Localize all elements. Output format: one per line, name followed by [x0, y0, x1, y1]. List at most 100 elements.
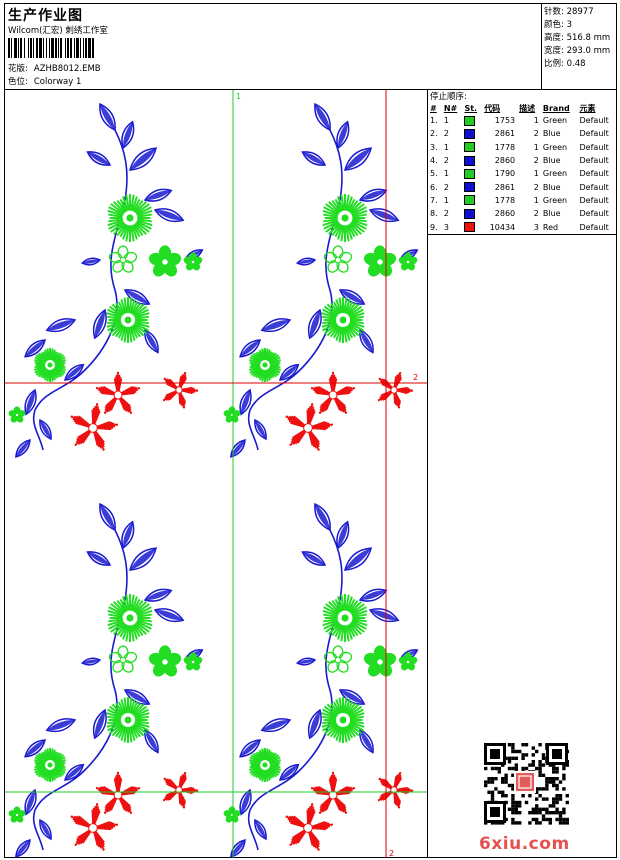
row-stitches: 2861	[494, 182, 516, 192]
row-swatch	[462, 141, 482, 154]
stats-panel: 针数: 28977 颜色: 3 高度: 516.8 mm 宽度: 293.0 m…	[542, 4, 617, 90]
row-needle: 1	[443, 195, 449, 205]
row-stitches: 1778	[494, 142, 516, 152]
row-brand: Default	[579, 156, 609, 166]
row-code: 1	[533, 142, 539, 152]
row-stitches: 1753	[494, 116, 516, 126]
stat-colors: 颜色: 3	[544, 19, 617, 32]
qr-code-image	[482, 741, 570, 825]
row-desc: Blue	[542, 209, 561, 219]
row-code: 2	[533, 129, 539, 139]
colorway-label: 色位:	[8, 77, 28, 87]
row-number: 6.	[430, 182, 438, 192]
row-desc: Green	[542, 142, 568, 152]
row-stitches: 1778	[494, 195, 516, 205]
col-brand: Brand	[542, 103, 570, 113]
row-desc: Blue	[542, 156, 561, 166]
row-needle: 2	[443, 209, 449, 219]
row-stitches: 1790	[494, 169, 516, 179]
row-code: 1	[533, 169, 539, 179]
row-swatch	[462, 167, 482, 180]
table-row: 1. 1 1753 1 Green Default	[428, 114, 617, 127]
row-number: 5.	[430, 169, 438, 179]
row-desc: Green	[542, 169, 568, 179]
row-number: 2.	[430, 129, 438, 139]
stat-label: 宽度:	[544, 46, 564, 56]
table-header: # N# St. 代码 描述 Brand 元素	[428, 102, 617, 114]
row-brand: Default	[577, 220, 617, 235]
row-number: 4.	[430, 156, 438, 166]
row-brand: Default	[579, 182, 609, 192]
row-swatch	[462, 114, 482, 127]
color-swatch	[464, 168, 476, 179]
embroidery-preview: 1 2 2	[5, 90, 427, 858]
col-code: 代码	[484, 103, 501, 113]
row-stitches: 2860	[494, 209, 516, 219]
row-brand: Default	[579, 129, 609, 139]
row-desc: Blue	[542, 129, 561, 139]
color-swatch	[464, 155, 476, 166]
design-canvas: 1 2 2	[5, 90, 428, 858]
stat-value: 0.48	[566, 59, 586, 69]
stop-sequence-title: 停止顺序:	[430, 92, 467, 102]
stat-value: 3	[566, 20, 572, 30]
row-number: 7.	[430, 195, 438, 205]
watermark-text: 6xiu.com	[479, 834, 570, 854]
col-num: #	[430, 103, 437, 113]
row-desc: Green	[542, 116, 568, 126]
row-code: 2	[533, 156, 539, 166]
stop-sequence-panel: 停止顺序: # N# St. 代码 描述 Brand 元素 1. 1 1753 1 Gr…	[428, 90, 617, 858]
row-stitches: 2861	[494, 129, 516, 139]
color-swatch	[464, 115, 476, 126]
design-line: 花版: AZHB8012.EMB	[8, 62, 101, 74]
row-desc: Blue	[542, 182, 561, 192]
row-swatch	[462, 220, 483, 235]
col-element: 元素	[579, 103, 596, 113]
stat-value: 28977	[566, 7, 594, 17]
row-brand: Default	[579, 195, 609, 205]
header-panel: 生产作业图 Wilcom(汇宏) 刺绣工作室 花版: AZHB8012.EMB 色…	[5, 4, 542, 90]
guide-label-two-horizontal: 2	[413, 373, 418, 382]
color-table: # N# St. 代码 描述 Brand 元素 1. 1 1753 1 Green Def…	[428, 102, 617, 235]
stat-height: 高度: 516.8 mm	[544, 32, 617, 45]
col-stitches: St.	[464, 103, 478, 113]
table-row: 9. 3 10434 3 Red Default	[428, 220, 617, 235]
guide-label-one: 1	[236, 92, 241, 101]
row-stitches: 10434	[482, 220, 518, 235]
table-row: 5. 1 1790 1 Green Default	[428, 167, 617, 180]
row-swatch	[462, 154, 482, 167]
row-needle: 2	[443, 129, 449, 139]
company-name: Wilcom(汇宏) 刺绣工作室	[8, 26, 108, 36]
colorway-line: 色位: Colorway 1	[8, 75, 81, 87]
row-code: 3	[517, 220, 541, 235]
row-swatch	[462, 207, 482, 220]
stat-label: 颜色:	[544, 20, 564, 30]
color-swatch	[464, 128, 476, 139]
color-swatch	[464, 222, 476, 233]
row-number: 3.	[430, 142, 438, 152]
row-needle: 1	[443, 169, 449, 179]
design-label: 花版:	[8, 64, 28, 74]
row-code: 1	[533, 195, 539, 205]
row-code: 2	[533, 182, 539, 192]
row-code: 1	[533, 116, 539, 126]
row-swatch	[462, 180, 482, 193]
row-needle: 2	[443, 156, 449, 166]
stat-value: 516.8 mm	[566, 33, 611, 43]
col-n: N#	[443, 103, 458, 113]
row-swatch	[462, 127, 482, 140]
row-desc: Red	[540, 220, 578, 235]
stat-stitches: 针数: 28977	[544, 6, 617, 19]
row-needle: 2	[443, 182, 449, 192]
barcode-image	[8, 38, 94, 58]
col-desc: 描述	[519, 103, 536, 113]
row-desc: Green	[542, 195, 568, 205]
row-code: 2	[533, 209, 539, 219]
stat-width: 宽度: 293.0 mm	[544, 45, 617, 58]
stat-scale: 比例: 0.48	[544, 58, 617, 71]
row-brand: Default	[579, 209, 609, 219]
color-swatch	[464, 182, 476, 193]
color-swatch	[464, 195, 476, 206]
color-swatch	[464, 142, 476, 153]
row-brand: Default	[579, 169, 609, 179]
